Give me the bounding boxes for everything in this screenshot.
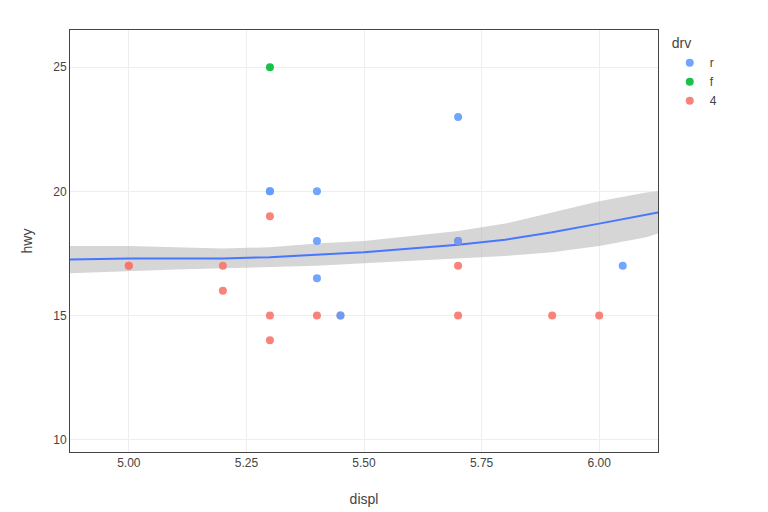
svg-text:r: r bbox=[710, 56, 714, 70]
svg-text:5.75: 5.75 bbox=[470, 456, 494, 470]
svg-text:hwy: hwy bbox=[19, 229, 35, 254]
svg-text:10: 10 bbox=[53, 433, 67, 447]
svg-text:25: 25 bbox=[53, 60, 67, 74]
svg-text:20: 20 bbox=[53, 185, 67, 199]
svg-text:6.00: 6.00 bbox=[588, 456, 612, 470]
svg-text:f: f bbox=[710, 75, 714, 89]
svg-text:5.25: 5.25 bbox=[235, 456, 259, 470]
svg-text:5.00: 5.00 bbox=[117, 456, 141, 470]
svg-text:15: 15 bbox=[53, 309, 67, 323]
svg-text:drv: drv bbox=[672, 35, 691, 51]
svg-text:4: 4 bbox=[710, 94, 717, 108]
svg-text:5.50: 5.50 bbox=[352, 456, 376, 470]
svg-text:displ: displ bbox=[350, 491, 379, 507]
